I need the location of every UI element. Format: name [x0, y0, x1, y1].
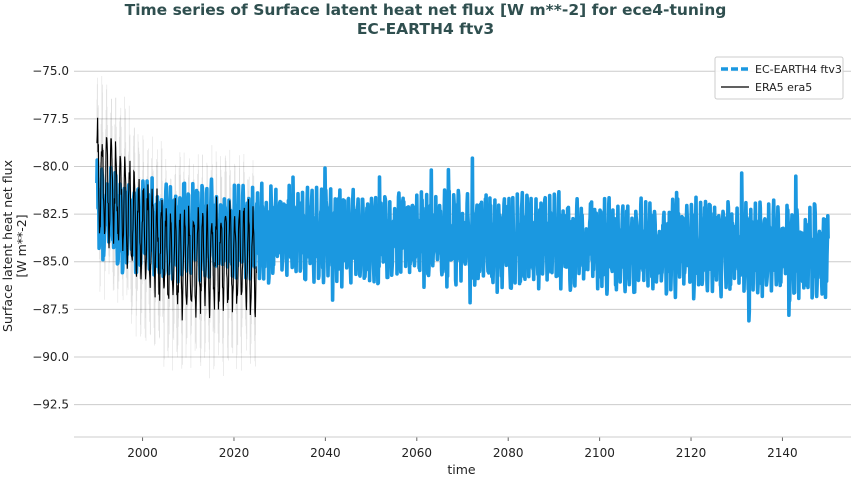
legend-label-era5: ERA5 era5	[755, 81, 812, 94]
y-tick-label: −92.5	[32, 398, 69, 412]
series-ec-earth4-line	[95, 156, 830, 323]
x-tick-label: 2020	[219, 446, 250, 460]
legend: EC-EARTH4 ftv3 ERA5 era5	[714, 56, 844, 100]
x-axis-label: time	[447, 462, 476, 477]
x-tick-label: 2140	[767, 446, 798, 460]
y-tick-label: −77.5	[32, 112, 69, 126]
y-tick-label: −80.0	[32, 159, 69, 173]
y-tick-label: −90.0	[32, 350, 69, 364]
x-tick-label: 2080	[493, 446, 524, 460]
legend-label-ec-earth4: EC-EARTH4 ftv3	[755, 63, 842, 76]
y-tick-label: −82.5	[32, 207, 69, 221]
y-axis-label-line2: [W m**-2]	[14, 214, 29, 277]
chart-title-line1: Time series of Surface latent heat net f…	[124, 1, 727, 19]
x-tick-label: 2000	[127, 446, 158, 460]
series-era5-line	[96, 117, 257, 321]
chart-title-line2: EC-EARTH4 ftv3	[356, 20, 495, 38]
x-tick-label: 2120	[676, 446, 707, 460]
y-tick-label: −85.0	[32, 255, 69, 269]
y-axis-label-line1: Surface latent heat net flux	[0, 160, 15, 332]
x-tick-label: 2100	[584, 446, 615, 460]
axes: −75.0 −77.5 −80.0 −82.5 −85.0 −87.5 −90.0 −92.5…	[0, 64, 851, 477]
x-tick-label: 2040	[310, 446, 341, 460]
x-tick-label: 2060	[402, 446, 433, 460]
series-layer	[95, 76, 830, 379]
y-tick-label: −75.0	[32, 64, 69, 78]
y-tick-label: −87.5	[32, 302, 69, 316]
